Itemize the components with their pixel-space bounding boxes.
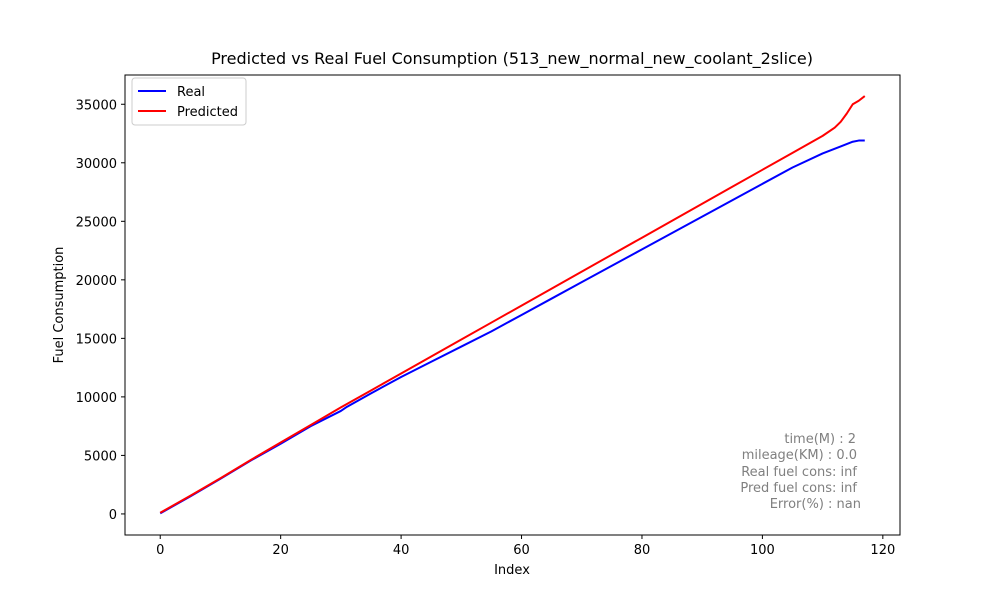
series-lines — [159, 95, 866, 515]
series-line-predicted — [159, 95, 866, 514]
legend-box — [131, 77, 247, 126]
y-tick-label: 25000 — [76, 215, 117, 230]
annotation-real-fuel: Real fuel cons: inf — [741, 465, 857, 480]
y-tick-label: 20000 — [76, 274, 117, 289]
annotation-pred-fuel: Pred fuel cons: inf — [740, 481, 857, 496]
info-annotation: time(M) : 2 mileage(KM) : 0.0 Real fuel … — [740, 432, 861, 512]
legend-label-real: Real — [177, 85, 205, 100]
annotation-time: time(M) : 2 — [784, 432, 856, 447]
y-axis-ticks: 0 5000 10000 15000 20000 25000 30000 35000 — [76, 98, 125, 523]
y-tick-label: 15000 — [76, 332, 117, 347]
x-tick-label: 60 — [513, 543, 530, 558]
annotation-mileage: mileage(KM) : 0.0 — [742, 448, 857, 463]
chart-title: Predicted vs Real Fuel Consumption (513_… — [211, 49, 813, 69]
series-line-real — [159, 139, 865, 515]
x-tick-label: 20 — [272, 543, 289, 558]
y-axis-label: Fuel Consumption — [52, 247, 67, 364]
x-axis-label: Index — [494, 563, 530, 578]
x-tick-label: 40 — [393, 543, 410, 558]
legend-label-predicted: Predicted — [177, 105, 238, 120]
x-axis-ticks: 0 20 40 60 80 100 120 — [156, 535, 895, 558]
x-tick-label: 80 — [634, 543, 651, 558]
annotation-error: Error(%) : nan — [770, 497, 861, 512]
y-tick-label: 5000 — [84, 449, 117, 464]
y-tick-label: 30000 — [76, 157, 117, 172]
y-tick-label: 35000 — [76, 98, 117, 113]
x-tick-label: 120 — [870, 543, 895, 558]
legend: Real Predicted — [131, 77, 247, 126]
plot-frame — [124, 74, 901, 536]
y-tick-label: 10000 — [76, 391, 117, 406]
y-tick-label: 0 — [109, 508, 117, 523]
x-tick-label: 100 — [750, 543, 775, 558]
x-tick-label: 0 — [156, 543, 164, 558]
